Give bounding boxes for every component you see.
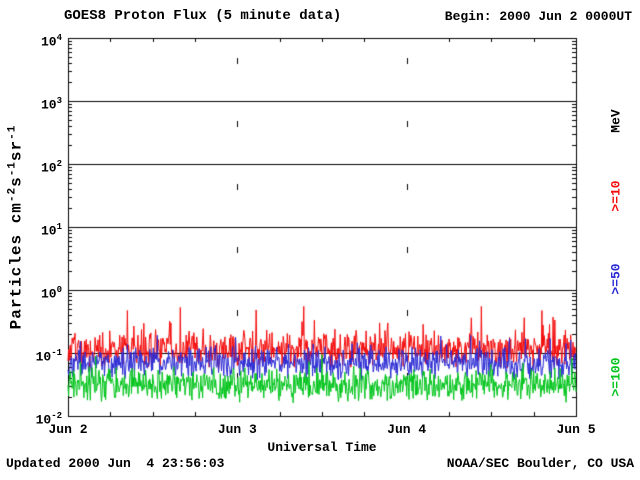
credit-text: NOAA/SEC Boulder, CO USA [446,456,634,471]
y-tick-label: 101 [40,222,62,239]
x-tick-label: Jun 4 [387,422,427,437]
y-tick-label: 102 [40,159,62,176]
y-tick-label: 103 [40,96,62,113]
y-tick-label: 100 [40,285,62,302]
chart-title: GOES8 Proton Flux (5 minute data) [64,8,342,24]
x-axis-title: Universal Time [267,440,377,455]
x-tick-label: Jun 5 [556,422,596,437]
right-axis-title: MeV [608,109,624,133]
right-axis-series-label: >=10 [608,180,624,212]
y-axis-title: Particles cm-2s-1sr-1 [6,124,26,330]
right-axis-series-label: >=100 [608,357,624,397]
y-tick-label: 104 [40,33,62,50]
updated-timestamp: Updated 2000 Jun 4 23:56:03 [6,456,225,471]
begin-timestamp: Begin: 2000 Jun 2 0000UT [444,9,632,24]
y-tick-label: 10-2 [35,411,62,428]
x-tick-label: Jun 2 [48,422,88,437]
right-axis-series-label: >=50 [608,263,624,295]
x-tick-label: Jun 3 [217,422,257,437]
y-tick-label: 10-1 [35,348,62,365]
